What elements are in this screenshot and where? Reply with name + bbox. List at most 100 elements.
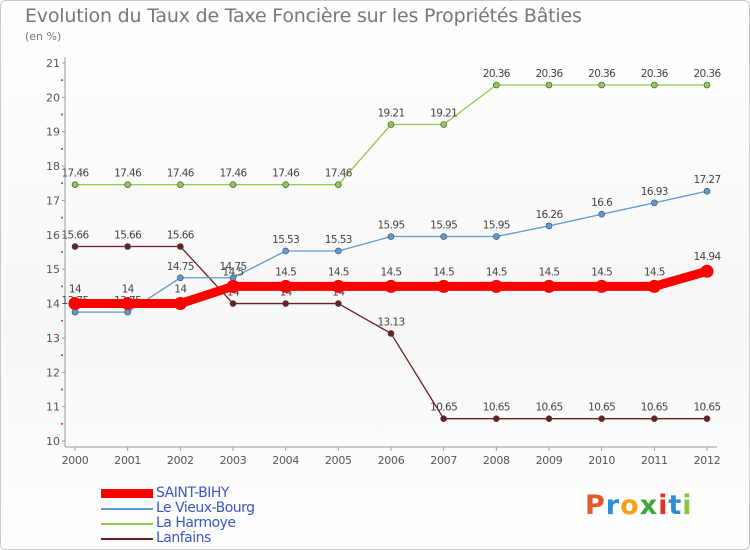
- y-minor-tick: [61, 216, 63, 219]
- data-point: [542, 279, 556, 293]
- data-label: 17.46: [325, 168, 353, 180]
- data-label: 14.5: [591, 266, 612, 278]
- data-label: 15.53: [272, 234, 299, 246]
- data-label: 14.94: [693, 251, 721, 263]
- data-label: 16.93: [641, 186, 668, 198]
- logo-letter: x: [639, 490, 659, 521]
- y-tick-label: 19: [46, 126, 60, 139]
- data-label: 14.5: [275, 266, 296, 278]
- data-point: [124, 243, 131, 250]
- series-le-vieux-bourg: 13.7513.7514.7514.7515.5315.5315.9515.95…: [61, 174, 721, 316]
- y-minor-tick: [61, 285, 63, 288]
- legend-swatch: [101, 523, 153, 525]
- data-point: [335, 247, 342, 255]
- x-tick-label: 2006: [378, 454, 405, 467]
- data-label: 15.53: [325, 234, 352, 246]
- legend-label: SAINT-BIHY: [156, 485, 229, 501]
- y-tick-label: 17: [46, 194, 60, 207]
- y-minor-tick: [61, 319, 63, 322]
- data-point: [545, 222, 553, 230]
- data-label: 17.46: [61, 168, 89, 180]
- data-point: [229, 181, 237, 188]
- data-point: [335, 300, 342, 307]
- legend-label: La Harmoye: [156, 515, 236, 531]
- data-point: [545, 415, 553, 422]
- data-point: [489, 279, 503, 293]
- data-point: [279, 279, 293, 293]
- data-point: [387, 121, 395, 128]
- data-point: [282, 181, 289, 188]
- y-minor-tick: [61, 354, 63, 357]
- legend-item-la-harmoye: La Harmoye: [101, 515, 361, 533]
- data-label: 15.95: [430, 220, 457, 232]
- data-label: 10.65: [588, 402, 615, 414]
- y-minor-tick: [61, 79, 63, 82]
- y-tick-label: 16: [46, 229, 60, 242]
- data-label: 14.75: [167, 261, 194, 273]
- data-point: [71, 243, 79, 250]
- data-point: [703, 415, 711, 422]
- legend-item-saint-bihy: SAINT-BIHY: [101, 485, 361, 503]
- data-point: [545, 81, 553, 89]
- y-tick-label: 11: [46, 401, 60, 414]
- data-label: 20.36: [588, 68, 616, 80]
- data-point: [493, 81, 500, 89]
- data-point: [384, 279, 398, 293]
- logo-letter: P: [585, 490, 606, 521]
- data-label: 10.65: [483, 402, 510, 414]
- data-label: 10.65: [641, 402, 668, 414]
- data-point: [598, 415, 605, 422]
- data-label: 20.36: [693, 68, 721, 80]
- data-point: [703, 187, 711, 195]
- x-tick-label: 2004: [272, 454, 299, 467]
- data-label: 20.36: [483, 68, 511, 80]
- data-point: [173, 297, 187, 311]
- y-tick-label: 14: [46, 298, 60, 311]
- legend-label: Lanfains: [156, 530, 211, 546]
- data-label: 14.5: [433, 266, 454, 278]
- data-label: 10.65: [430, 402, 457, 414]
- data-label: 19.21: [377, 108, 404, 120]
- logo-letter: i: [658, 490, 669, 521]
- logo-letter: o: [620, 490, 640, 521]
- x-tick-label: 2000: [62, 454, 89, 467]
- data-label: 15.66: [167, 230, 195, 242]
- data-point: [493, 415, 500, 422]
- legend-item-lanfains: Lanfains: [101, 530, 361, 548]
- data-point: [493, 233, 500, 240]
- y-minor-tick: [61, 147, 63, 150]
- data-point: [703, 81, 711, 89]
- data-point: [226, 279, 240, 293]
- data-point: [335, 181, 342, 188]
- data-label: 17.46: [272, 168, 300, 180]
- logo-letter: i: [682, 490, 693, 521]
- logo-letter: t: [668, 490, 683, 521]
- data-point: [647, 279, 661, 293]
- data-point: [229, 300, 237, 307]
- data-point: [651, 199, 658, 207]
- y-tick-label: 18: [46, 160, 60, 173]
- data-label: 15.66: [114, 230, 142, 242]
- data-point: [124, 181, 131, 188]
- data-point: [598, 81, 605, 89]
- x-tick-label: 2008: [483, 454, 510, 467]
- legend-swatch: [101, 489, 153, 498]
- data-point: [387, 330, 395, 337]
- data-point: [440, 233, 447, 240]
- data-point: [440, 415, 447, 422]
- x-tick-label: 2009: [536, 454, 563, 467]
- data-label: 14: [69, 284, 82, 296]
- y-minor-tick: [61, 388, 63, 391]
- x-tick-label: 2001: [114, 454, 141, 467]
- data-label: 13.13: [377, 316, 404, 328]
- data-label: 14.5: [381, 266, 402, 278]
- data-label: 15.95: [483, 220, 510, 232]
- series-la-harmoye: 17.46 17.46 17.46 17.46 17.46 17.46 19.21 19.21…: [61, 68, 722, 188]
- legend-item-le-vieux-bourg: Le Vieux-Bourg: [101, 500, 361, 518]
- data-label: 14.5: [223, 266, 244, 278]
- y-tick-label: 20: [46, 91, 60, 104]
- data-point: [282, 247, 289, 255]
- data-label: 14: [122, 284, 135, 296]
